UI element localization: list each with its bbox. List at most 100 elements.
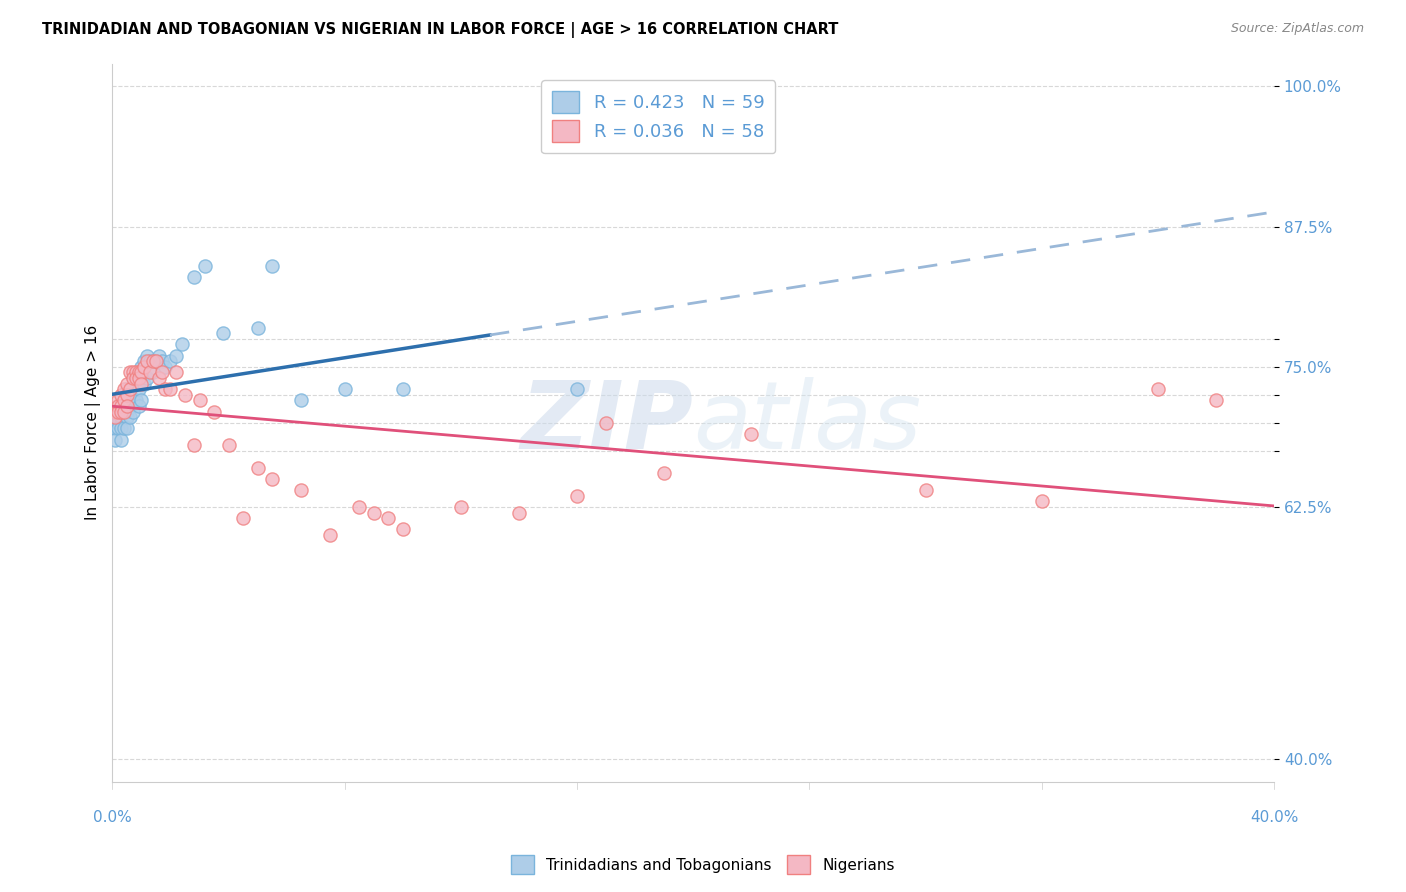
Point	[107, 399, 129, 413]
Point	[121, 371, 143, 385]
Point	[595, 416, 617, 430]
Point	[290, 483, 312, 497]
Point	[136, 371, 159, 385]
Point	[145, 354, 167, 368]
Point	[131, 365, 153, 379]
Point	[172, 337, 194, 351]
Point	[115, 421, 138, 435]
Point	[121, 371, 143, 385]
Point	[124, 393, 146, 408]
Point	[145, 354, 167, 368]
Point	[115, 382, 138, 396]
Point	[565, 489, 588, 503]
Text: TRINIDADIAN AND TOBAGONIAN VS NIGERIAN IN LABOR FORCE | AGE > 16 CORRELATION CHA: TRINIDADIAN AND TOBAGONIAN VS NIGERIAN I…	[42, 22, 838, 38]
Point	[110, 421, 132, 435]
Point	[121, 404, 143, 418]
Point	[107, 393, 129, 408]
Legend: R = 0.423   N = 59, R = 0.036   N = 58: R = 0.423 N = 59, R = 0.036 N = 58	[541, 80, 775, 153]
Point	[115, 404, 138, 418]
Point	[134, 376, 156, 391]
Text: ZIP: ZIP	[520, 376, 693, 469]
Point	[392, 382, 415, 396]
Point	[153, 382, 176, 396]
Point	[131, 359, 153, 374]
Point	[136, 354, 159, 368]
Point	[165, 365, 187, 379]
Text: atlas: atlas	[693, 377, 921, 468]
Point	[131, 371, 153, 385]
Point	[202, 404, 225, 418]
Point	[148, 371, 170, 385]
Point	[142, 354, 165, 368]
Point	[262, 259, 284, 273]
Point	[118, 410, 141, 425]
Point	[1031, 494, 1053, 508]
Point	[211, 326, 233, 340]
Y-axis label: In Labor Force | Age > 16: In Labor Force | Age > 16	[86, 326, 101, 520]
Point	[110, 388, 132, 402]
Point	[112, 382, 135, 396]
Point	[112, 393, 135, 408]
Legend: Trinidadians and Tobagonians, Nigerians: Trinidadians and Tobagonians, Nigerians	[505, 849, 901, 880]
Point	[218, 438, 240, 452]
Point	[1147, 382, 1170, 396]
Point	[508, 506, 530, 520]
Point	[112, 421, 135, 435]
Point	[131, 393, 153, 408]
Point	[159, 382, 181, 396]
Point	[128, 371, 150, 385]
Point	[110, 404, 132, 418]
Point	[107, 410, 129, 425]
Point	[107, 416, 129, 430]
Point	[110, 399, 132, 413]
Point	[290, 393, 312, 408]
Point	[128, 365, 150, 379]
Point	[139, 354, 162, 368]
Point	[349, 500, 371, 514]
Text: 40.0%: 40.0%	[1250, 810, 1298, 825]
Point	[121, 365, 143, 379]
Point	[183, 270, 205, 285]
Point	[107, 404, 129, 418]
Point	[142, 365, 165, 379]
Point	[183, 438, 205, 452]
Point	[565, 382, 588, 396]
Point	[124, 376, 146, 391]
Point	[377, 511, 399, 525]
Point	[112, 404, 135, 418]
Point	[118, 365, 141, 379]
Point	[124, 365, 146, 379]
Point	[118, 382, 141, 396]
Point	[110, 410, 132, 425]
Point	[110, 404, 132, 418]
Point	[1205, 393, 1227, 408]
Point	[104, 433, 127, 447]
Point	[128, 399, 150, 413]
Point	[104, 404, 127, 418]
Point	[232, 511, 254, 525]
Point	[124, 371, 146, 385]
Point	[165, 349, 187, 363]
Point	[153, 359, 176, 374]
Point	[333, 382, 356, 396]
Point	[118, 382, 141, 396]
Point	[107, 404, 129, 418]
Point	[115, 376, 138, 391]
Point	[246, 320, 269, 334]
Point	[159, 354, 181, 368]
Point	[150, 365, 173, 379]
Point	[136, 349, 159, 363]
Point	[652, 467, 675, 481]
Text: Source: ZipAtlas.com: Source: ZipAtlas.com	[1230, 22, 1364, 36]
Point	[363, 506, 385, 520]
Point	[112, 393, 135, 408]
Point	[107, 421, 129, 435]
Point	[262, 472, 284, 486]
Point	[124, 371, 146, 385]
Point	[112, 404, 135, 418]
Point	[148, 349, 170, 363]
Point	[104, 421, 127, 435]
Point	[450, 500, 472, 514]
Point	[128, 382, 150, 396]
Point	[110, 399, 132, 413]
